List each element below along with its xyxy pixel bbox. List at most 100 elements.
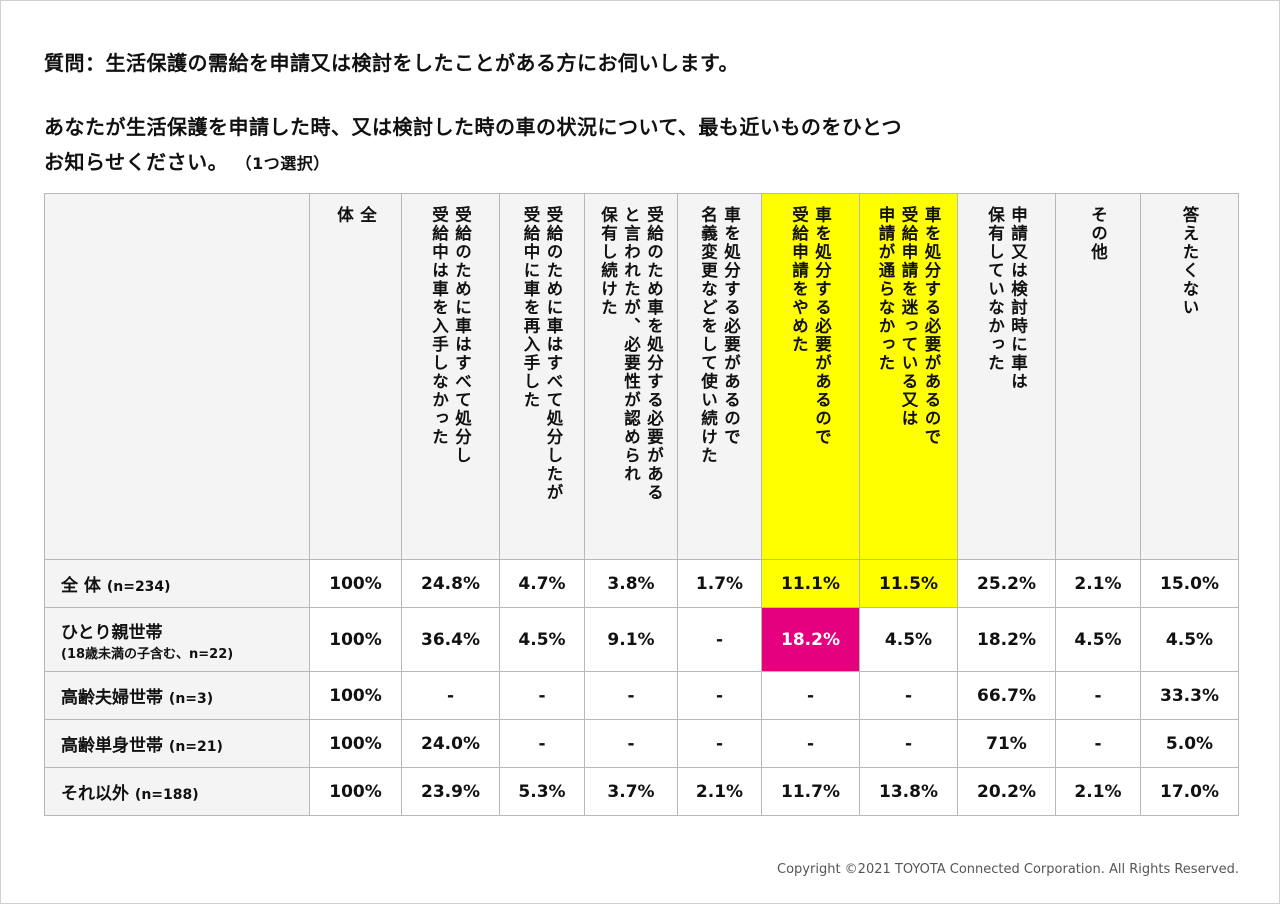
column-header-line: その他	[1088, 206, 1108, 262]
row-label-text: 高齢単身世帯	[61, 736, 163, 756]
row-sub: (18歳未満の子含む、n=22)	[61, 646, 234, 662]
table-cell: 5.3%	[499, 767, 585, 816]
table-cell: -	[677, 719, 762, 768]
table-cell: 23.9%	[401, 767, 500, 816]
question-line-2: あなたが生活保護を申請した時、又は検討した時の車の状況について、最も近いものをひ…	[44, 115, 902, 139]
column-header-text: 受給のために車はすべて処分し 受給中は車を入手しなかった	[428, 206, 474, 465]
column-header-text: 受給のために車はすべて処分したが 受給中に車を再入手した	[519, 206, 565, 502]
table-cell: 100%	[309, 671, 402, 720]
table-cell: 66.7%	[957, 671, 1056, 720]
column-header: 全体	[309, 193, 402, 560]
column-header-line: 車を処分する必要があるので	[721, 206, 741, 447]
column-header-line: 受給のために車はすべて処分したが	[544, 206, 563, 502]
table-cell: -	[1055, 671, 1141, 720]
row-label-text: 全 体	[61, 576, 101, 596]
table-cell: -	[859, 719, 958, 768]
column-header-text: 全体	[333, 206, 379, 225]
table-cell: 100%	[309, 559, 402, 608]
table-cell: 3.7%	[584, 767, 678, 816]
column-header-text: 申請又は検討時に車は 保有していなかった	[984, 206, 1030, 391]
table-cell: -	[859, 671, 958, 720]
table-cell: 100%	[309, 607, 402, 672]
table-cell: 4.5%	[499, 607, 585, 672]
row-n: (n=3)	[168, 691, 214, 707]
table-cell: -	[1055, 719, 1141, 768]
column-header: 車を処分する必要があるので 名義変更などをして使い続けた	[677, 193, 762, 560]
column-header: 受給のために車はすべて処分し 受給中は車を入手しなかった	[401, 193, 500, 560]
results-table: 全体受給のために車はすべて処分し 受給中は車を入手しなかった 受給のために車はすべて…	[44, 193, 1239, 816]
row-label-text: ひとり親世帯	[61, 622, 163, 643]
column-header-line: 体	[334, 206, 354, 225]
table-cell: 33.3%	[1140, 671, 1239, 720]
row-n: (n=234)	[106, 579, 171, 595]
table-cell: 2.1%	[1055, 559, 1141, 608]
column-header-text: 受給のため車を処分する必要がある と言われたが、必要性が認められ 保有し続けた	[597, 206, 666, 502]
table-cell: 5.0%	[1140, 719, 1239, 768]
row-label: 全 体 (n=234)	[44, 559, 310, 608]
question-note: （1つ選択）	[235, 154, 330, 173]
table-cell: -	[761, 671, 860, 720]
column-header-line: 保有していなかった	[985, 206, 1005, 373]
column-header-line: 答えたくない	[1180, 206, 1199, 317]
row-label: それ以外 (n=188)	[44, 767, 310, 816]
table-cell: 4.7%	[499, 559, 585, 608]
column-header-line: 受給のために車はすべて処分し	[452, 206, 472, 465]
table-row: 高齢単身世帯 (n=21) 100% 24.0% - - - - -71% -5.0%	[44, 719, 1239, 768]
question-line-3-text: お知らせください。	[44, 150, 229, 174]
table-cell: 25.2%	[957, 559, 1056, 608]
row-n: (n=188)	[134, 787, 199, 803]
table-cell: 71%	[957, 719, 1056, 768]
table-cell: 13.8%	[859, 767, 958, 816]
table-cell: -	[677, 671, 762, 720]
table-cell: 36.4%	[401, 607, 500, 672]
table-cell: 100%	[309, 719, 402, 768]
column-header-line: 車を処分する必要があるので	[922, 206, 941, 447]
table-cell: 11.5%	[859, 559, 958, 608]
table-cell: -	[499, 671, 585, 720]
table-cell: 1.7%	[677, 559, 762, 608]
header-corner	[44, 193, 310, 560]
table-cell: 15.0%	[1140, 559, 1239, 608]
column-header-line: 受給中は車を入手しなかった	[429, 206, 449, 447]
table-cell: -	[584, 671, 678, 720]
row-label-text: 高齢夫婦世帯	[61, 688, 163, 708]
row-label: 高齢夫婦世帯 (n=3)	[44, 671, 310, 720]
table-cell: 3.8%	[584, 559, 678, 608]
column-header-line: 全	[357, 206, 377, 225]
table-row: 高齢夫婦世帯 (n=3) 100% - - - - - -66.7% -33.3%	[44, 671, 1239, 720]
column-header-text: 車を処分する必要があるので 受給申請を迷っている又は 申請が通らなかった	[874, 206, 943, 447]
column-header-line: 申請又は検討時に車は	[1008, 206, 1028, 391]
table-cell: -	[677, 607, 762, 672]
column-header: 車を処分する必要があるので 受給申請をやめた	[761, 193, 860, 560]
column-header-line: 受給申請を迷っている又は	[899, 206, 918, 428]
table-cell: -	[584, 719, 678, 768]
table-cell: 24.8%	[401, 559, 500, 608]
row-label: ひとり親世帯 (18歳未満の子含む、n=22)	[44, 607, 310, 672]
row-label: 高齢単身世帯 (n=21)	[44, 719, 310, 768]
header-row: 全体受給のために車はすべて処分し 受給中は車を入手しなかった 受給のために車はすべて…	[44, 193, 1239, 560]
column-header-text: 車を処分する必要があるので 受給申請をやめた	[788, 206, 834, 447]
table-cell: 24.0%	[401, 719, 500, 768]
table-cell: 2.1%	[1055, 767, 1141, 816]
table-cell: 4.5%	[1055, 607, 1141, 672]
column-header-text: 車を処分する必要があるので 名義変更などをして使い続けた	[697, 206, 743, 465]
table-cell: -	[499, 719, 585, 768]
column-header-line: 受給申請をやめた	[789, 206, 809, 354]
column-header-text: その他	[1087, 206, 1110, 262]
table-cell: 100%	[309, 767, 402, 816]
column-header: 受給のため車を処分する必要がある と言われたが、必要性が認められ 保有し続けた	[584, 193, 678, 560]
question-line-1: 質問：生活保護の需給を申請又は検討をしたことがある方にお伺いします。	[44, 51, 739, 75]
column-header-line: 車を処分する必要があるので	[812, 206, 832, 447]
column-header: 申請又は検討時に車は 保有していなかった	[957, 193, 1056, 560]
column-header-line: 名義変更などをして使い続けた	[698, 206, 718, 465]
table-cell: 11.1%	[761, 559, 860, 608]
column-header-line: 受給中に車を再入手した	[521, 206, 540, 410]
table-cell: 9.1%	[584, 607, 678, 672]
row-label-text: それ以外	[61, 784, 129, 804]
question-line-3: お知らせください。 （1つ選択）	[44, 146, 330, 175]
table-cell: -	[761, 719, 860, 768]
table-cell: 4.5%	[859, 607, 958, 672]
column-header-line: 保有し続けた	[598, 206, 618, 317]
table-cell: 4.5%	[1140, 607, 1239, 672]
